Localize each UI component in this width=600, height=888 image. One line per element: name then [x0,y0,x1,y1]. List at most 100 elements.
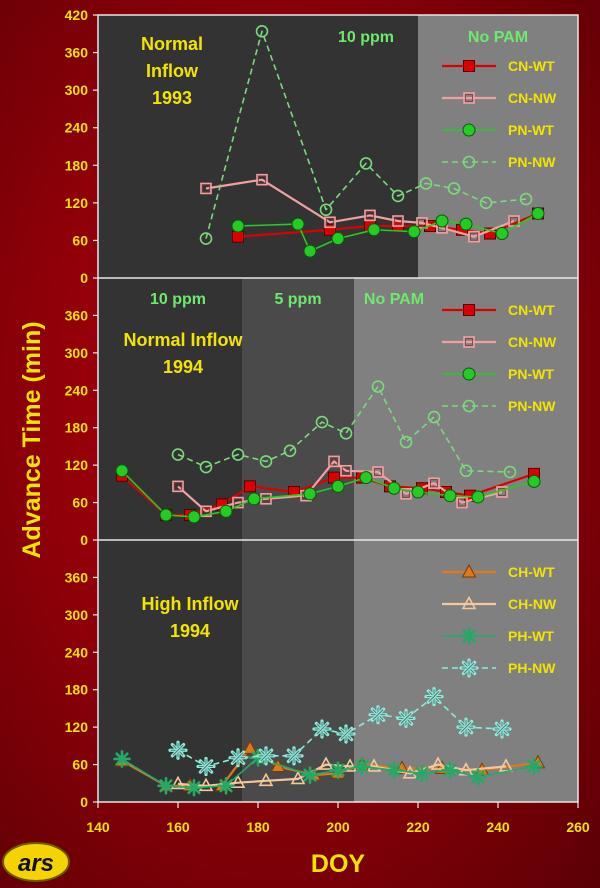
panel-3-ph-nw-point-11 [456,717,476,737]
panel-1-y-tick-120: 120 [65,195,89,211]
panel-3-ph-nw-point-2 [196,756,216,777]
panel-3-ph-wt-point-2 [157,776,175,795]
panel-3-y-tick-300: 300 [65,607,89,623]
panel-2-pn-nw-point-11 [459,464,473,478]
panel-2-y-tick-120: 120 [65,457,89,473]
panel-2-cn-nw-point-2 [200,505,212,518]
panel-2-pn-wt-point-12 [471,490,485,504]
panel-1-cn-wt-point-2 [324,223,336,236]
panel-1-period-label-1: 10 ppm [338,29,394,46]
panel-2-period-1-shade [98,278,242,540]
panel-2-pn-nw-point-5 [283,444,297,458]
panel-2-legend-cn-nw-label: CN-NW [508,334,557,350]
panel-3-y-tick-120: 120 [65,719,89,735]
panel-2-title-line-2: 1994 [163,357,203,377]
panel-2-pn-wt-point-6 [303,487,317,501]
panel-2-cn-nw-point-3 [232,496,244,509]
panel-2-cn-nw-point-7 [340,464,352,477]
panel-1-cn-nw-point-5 [392,215,404,227]
panel-3-ch-nw-point-8 [366,758,382,772]
panel-1-cn-nw-point-1 [200,182,212,195]
panel-1-cn-nw-point-3 [324,216,336,229]
panel-2-legend-cn-wt-marker [463,304,475,316]
panel-3-legend-ch-nw-marker [461,595,477,610]
panel-1-title-line-2: Inflow [146,61,199,81]
panel-3-ph-wt-point-10 [413,764,431,783]
x-tick-220: 220 [406,819,430,835]
panel-3-legend-ph-nw-marker [459,658,479,678]
panel-2-cn-nw-point-9 [400,488,412,500]
panel-2-pn-nw-point-9 [399,435,413,449]
panel-1-pn-wt-point-10 [531,207,545,221]
panel-1-pn-wt-point-7 [435,214,449,228]
panel-1-pn-nw-point-2 [255,24,269,38]
panel-1-pn-nw-point-5 [391,189,405,203]
panel-2-pn-wt-point-13 [527,474,541,488]
panel-2-legend-cn-wt-label: CN-WT [508,302,555,318]
panel-2-period-label-3: No PAM [364,291,424,308]
panel-2-pn-wt-point-7 [331,479,345,493]
panel-3-ph-wt-point-13 [525,757,543,776]
panel-1-legend-pn-wt-label: PN-WT [508,122,554,138]
panel-3-ch-nw-point-6 [318,756,334,770]
panel-2-pn-nw-point-4 [259,455,273,468]
panel-1-y-tick-0: 0 [80,270,88,286]
panel-1-series-pn-nw-line [205,30,527,239]
panel-3-ph-nw-point-4 [256,746,276,766]
panel-1-pn-nw-point-3 [319,203,333,217]
panel-1-period-label-2: No PAM [468,29,528,46]
panel-2-cn-nw-point-11 [456,496,468,509]
panel-2-pn-wt-point-1 [115,464,129,478]
x-tick-260: 260 [566,819,590,835]
panel-2-title-line-1: Normal Inflow [123,330,243,350]
panel-2-y-tick-0: 0 [80,532,88,548]
panel-1-cn-wt-point-1 [232,230,244,243]
panel-2-legend-pn-nw-label: PN-NW [508,398,556,414]
panel-3-y-tick-60: 60 [72,757,88,773]
panel-3-legend-ph-wt-marker [460,627,478,645]
panel-1-legend-pn-nw-marker [462,155,476,169]
panel-1-y-tick-60: 60 [72,232,88,248]
panel-2-period-label-2: 5 ppm [274,291,321,308]
panel-3-ph-nw-point-9 [396,708,416,729]
panel-2-y-tick-60: 60 [72,495,88,511]
panel-3-ch-nw-point-10 [430,756,446,770]
panel-3-ch-nw-point-1 [170,775,186,790]
panel-1-title-line-1: Normal [141,34,203,54]
x-tick-240: 240 [486,819,510,835]
panel-1-legend-pn-nw-label: PN-NW [508,154,556,170]
panel-3-ph-wt-point-1 [113,750,131,768]
panel-3-ch-nw-point-5 [290,770,306,785]
logo-text: ars [18,850,54,877]
panel-1-legend-cn-wt-label: CN-WT [508,58,555,74]
panel-1-pn-nw-point-4 [359,157,373,170]
panel-1-y-tick-420: 420 [65,7,89,23]
panel-2-cn-wt-point-5 [244,480,256,493]
panel-2-pn-nw-point-7 [339,427,353,440]
panel-3-legend-ch-wt-marker [461,563,477,578]
panel-1-legend-pn-wt-marker [462,123,476,137]
panel-3-ph-wt-point-7 [329,761,347,779]
panel-3-ph-wt-point-11 [441,761,459,779]
panel-2-cn-nw-point-1 [172,480,184,493]
panel-2-pn-wt-point-3 [187,510,201,524]
panel-3-legend-ch-wt-label: CH-WT [508,564,555,580]
panel-3-ph-nw-point-10 [424,686,444,707]
panel-2-legend-cn-nw-marker [463,336,475,348]
panel-3-ph-wt-point-12 [469,768,487,786]
panel-1-y-tick-180: 180 [65,157,89,173]
panel-2-pn-nw-point-10 [427,410,441,424]
panel-3-ph-nw-point-5 [284,746,304,766]
panel-3-title-line-1: High Inflow [142,594,240,614]
panel-3-ch-nw-point-2 [198,777,214,792]
panel-1-pn-wt-point-3 [303,244,317,258]
panel-2-pn-wt-point-9 [387,481,401,495]
panel-1-period-1-shade [98,15,418,278]
panel-2-y-tick-240: 240 [65,382,89,398]
panel-3-ph-wt-point-6 [301,766,319,784]
panel-3-ph-wt-point-4 [217,776,235,795]
panel-2-y-tick-360: 360 [65,307,89,323]
x-tick-200: 200 [326,819,350,835]
panel-1-cn-nw-point-8 [468,230,480,243]
